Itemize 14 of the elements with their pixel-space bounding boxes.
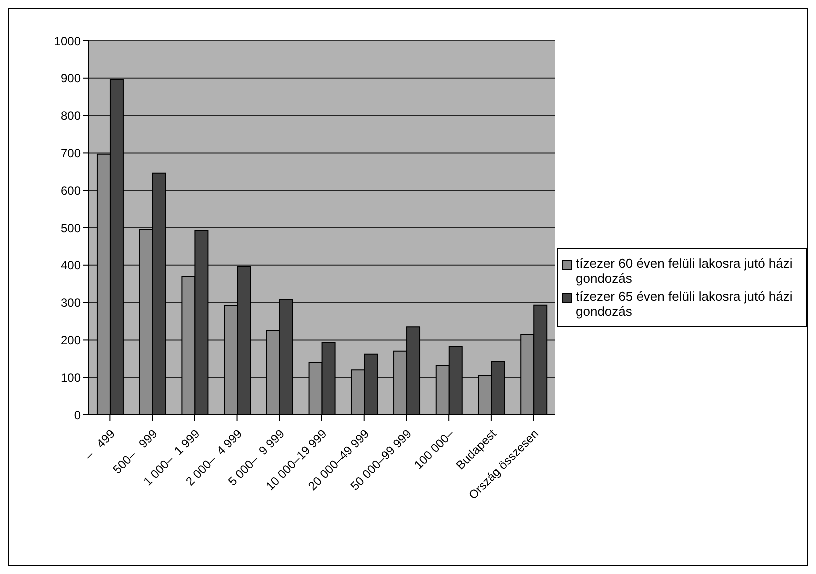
y-tick-label: 300 [60,296,82,310]
y-tick-label: 500 [60,221,82,236]
y-tick-label: 600 [60,184,82,198]
y-tick-label: 0 [74,408,82,422]
x-tick-label: 100 000– [412,426,458,472]
y-tick-label: 1000 [54,34,82,48]
x-tick-label: – 499 [82,426,118,463]
y-tick-label: 400 [60,258,82,273]
legend-label: tízezer 65 éven felüli lakosra jutó házi gondozás [576,288,794,318]
y-tick-label: 200 [60,333,82,348]
y-tick-label: 100 [60,370,82,385]
y-tick-label: 700 [60,146,82,160]
y-tick-label: 800 [60,109,82,124]
y-tick-label: 900 [60,72,82,86]
